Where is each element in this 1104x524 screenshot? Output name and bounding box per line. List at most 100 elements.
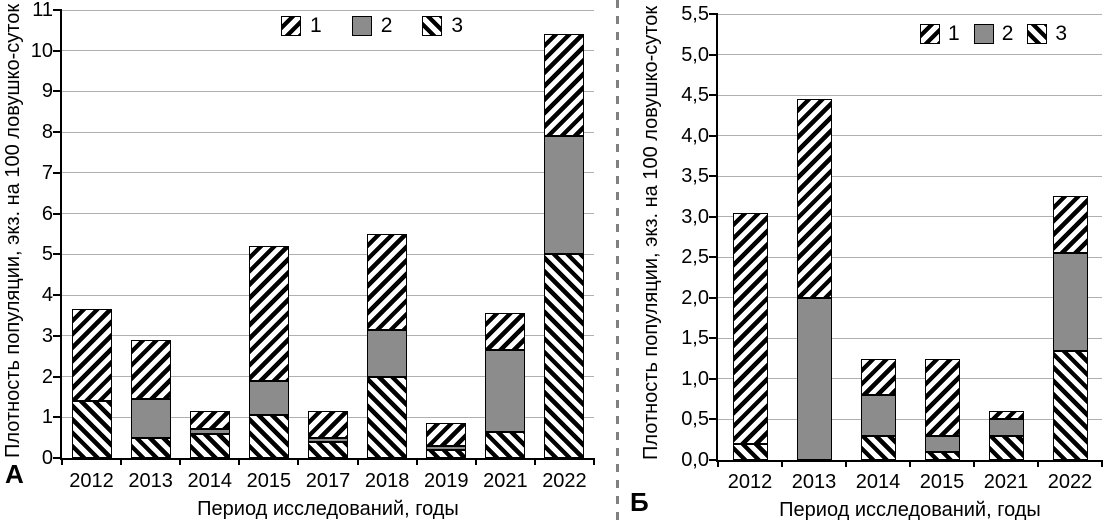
y-tick-label: 11	[32, 0, 53, 21]
legend-label: 1	[948, 22, 960, 45]
gridline	[718, 54, 1102, 56]
y-axis-tick	[53, 334, 62, 337]
legend-label: 3	[1055, 22, 1068, 45]
y-tick-label: 1	[41, 406, 53, 429]
x-axis-tick	[1101, 460, 1103, 467]
legend-swatch-1	[281, 16, 301, 36]
y-axis-tick	[709, 134, 718, 137]
bar-segment-1-2019	[426, 423, 467, 446]
gridline	[62, 9, 594, 11]
gridline	[718, 13, 1102, 15]
bar-segment-1-2022	[1052, 196, 1088, 254]
x-axis-tick	[717, 460, 719, 467]
legend-label: 2	[380, 14, 393, 37]
x-axis-tick	[593, 458, 595, 465]
legend-swatch-2	[973, 24, 994, 44]
y-tick-label: 5,5	[681, 3, 709, 25]
y-tick-label: 0	[41, 447, 53, 469]
legend-swatch-2	[351, 16, 372, 36]
y-tick-label: 1,5	[681, 327, 709, 350]
y-axis-tick	[53, 9, 62, 11]
bar-segment-1-2014	[189, 411, 230, 430]
y-axis-line	[716, 14, 718, 462]
y-axis-tick	[709, 337, 718, 340]
x-tick-label: 2012	[727, 471, 773, 493]
y-tick-label: 2,5	[681, 246, 709, 269]
gridline	[62, 172, 594, 174]
y-axis-tick	[709, 53, 718, 56]
y-axis-tick	[709, 377, 718, 380]
y-tick-label: 4	[41, 284, 53, 307]
y-tick-label: 0,5	[681, 408, 709, 431]
x-axis-tick	[973, 460, 975, 467]
x-tick-label: 2022	[1047, 471, 1093, 493]
bar-segment-3-2022	[1052, 350, 1088, 460]
gridline	[62, 335, 594, 337]
legend-swatch-3	[1027, 24, 1048, 44]
y-axis-line	[60, 10, 62, 460]
gridline	[718, 94, 1102, 96]
gridline	[62, 376, 594, 378]
bar-segment-3-2013	[130, 437, 171, 458]
y-axis-tick	[53, 212, 62, 215]
x-axis-tick	[61, 458, 63, 465]
bar-segment-2-2014	[860, 395, 896, 436]
y-tick-label: 2,0	[681, 286, 709, 309]
bar-segment-2-2021	[988, 419, 1024, 436]
x-axis-title: Период исследований, годы	[197, 498, 459, 520]
y-axis-tick	[709, 94, 718, 97]
bar-segment-2-2022	[1052, 253, 1088, 351]
bar-segment-3-2019	[426, 449, 467, 458]
y-tick-label: 8	[41, 121, 53, 144]
gridline	[62, 131, 594, 133]
bar-segment-1-2013	[130, 339, 171, 399]
y-tick-label: 5,0	[681, 43, 709, 66]
x-tick-label: 2014	[855, 471, 901, 493]
y-tick-label: 3	[41, 324, 53, 347]
x-axis-tick	[781, 460, 783, 467]
y-axis-tick	[53, 416, 62, 419]
y-tick-label: 1,0	[681, 367, 709, 390]
y-tick-label: 4,5	[681, 84, 709, 107]
bar-segment-1-2021	[988, 411, 1024, 420]
panel-letter-Б: Б	[630, 487, 649, 517]
bar-segment-2-2015	[248, 380, 289, 416]
bar-segment-3-2022	[544, 254, 585, 458]
legend-item-3: 3	[422, 15, 463, 37]
bar-segment-2-2022	[544, 136, 585, 255]
y-axis-tick	[53, 49, 62, 52]
panel-letter-А: А	[5, 459, 24, 489]
gridline	[718, 135, 1102, 137]
y-axis-tick	[53, 294, 62, 297]
bar-segment-2-2013	[796, 297, 832, 460]
y-axis-tick	[53, 253, 62, 256]
legend-item-2: 2	[351, 14, 393, 37]
x-axis-tick	[238, 458, 241, 465]
y-tick-label: 5	[41, 243, 53, 266]
bar-segment-1-2012	[71, 309, 112, 401]
x-tick-label: 2014	[187, 470, 233, 492]
x-axis-tick	[415, 458, 418, 465]
bar-segment-2-2015	[924, 435, 960, 452]
x-tick-label: 2015	[919, 471, 965, 493]
y-axis-tick	[53, 131, 62, 134]
bar-segment-2-2014	[189, 429, 230, 434]
gridline	[62, 253, 594, 255]
x-axis-tick	[533, 458, 536, 465]
y-tick-label: 6	[41, 202, 53, 225]
x-tick-label: 2012	[69, 470, 114, 492]
bar-segment-1-2022	[544, 34, 585, 137]
bar-segment-3-2014	[189, 433, 230, 458]
gridline	[62, 213, 594, 215]
bar-segment-3-2012	[71, 400, 112, 458]
gridline	[718, 378, 1102, 380]
y-tick-label: 4,0	[681, 124, 709, 147]
y-axis-tick	[709, 13, 718, 15]
legend-label: 3	[451, 14, 464, 37]
y-axis-tick	[709, 256, 718, 259]
gridline	[718, 418, 1102, 420]
legend-item-3: 3	[1027, 23, 1067, 45]
gridline	[718, 337, 1102, 339]
legend-item-1: 1	[281, 15, 322, 37]
